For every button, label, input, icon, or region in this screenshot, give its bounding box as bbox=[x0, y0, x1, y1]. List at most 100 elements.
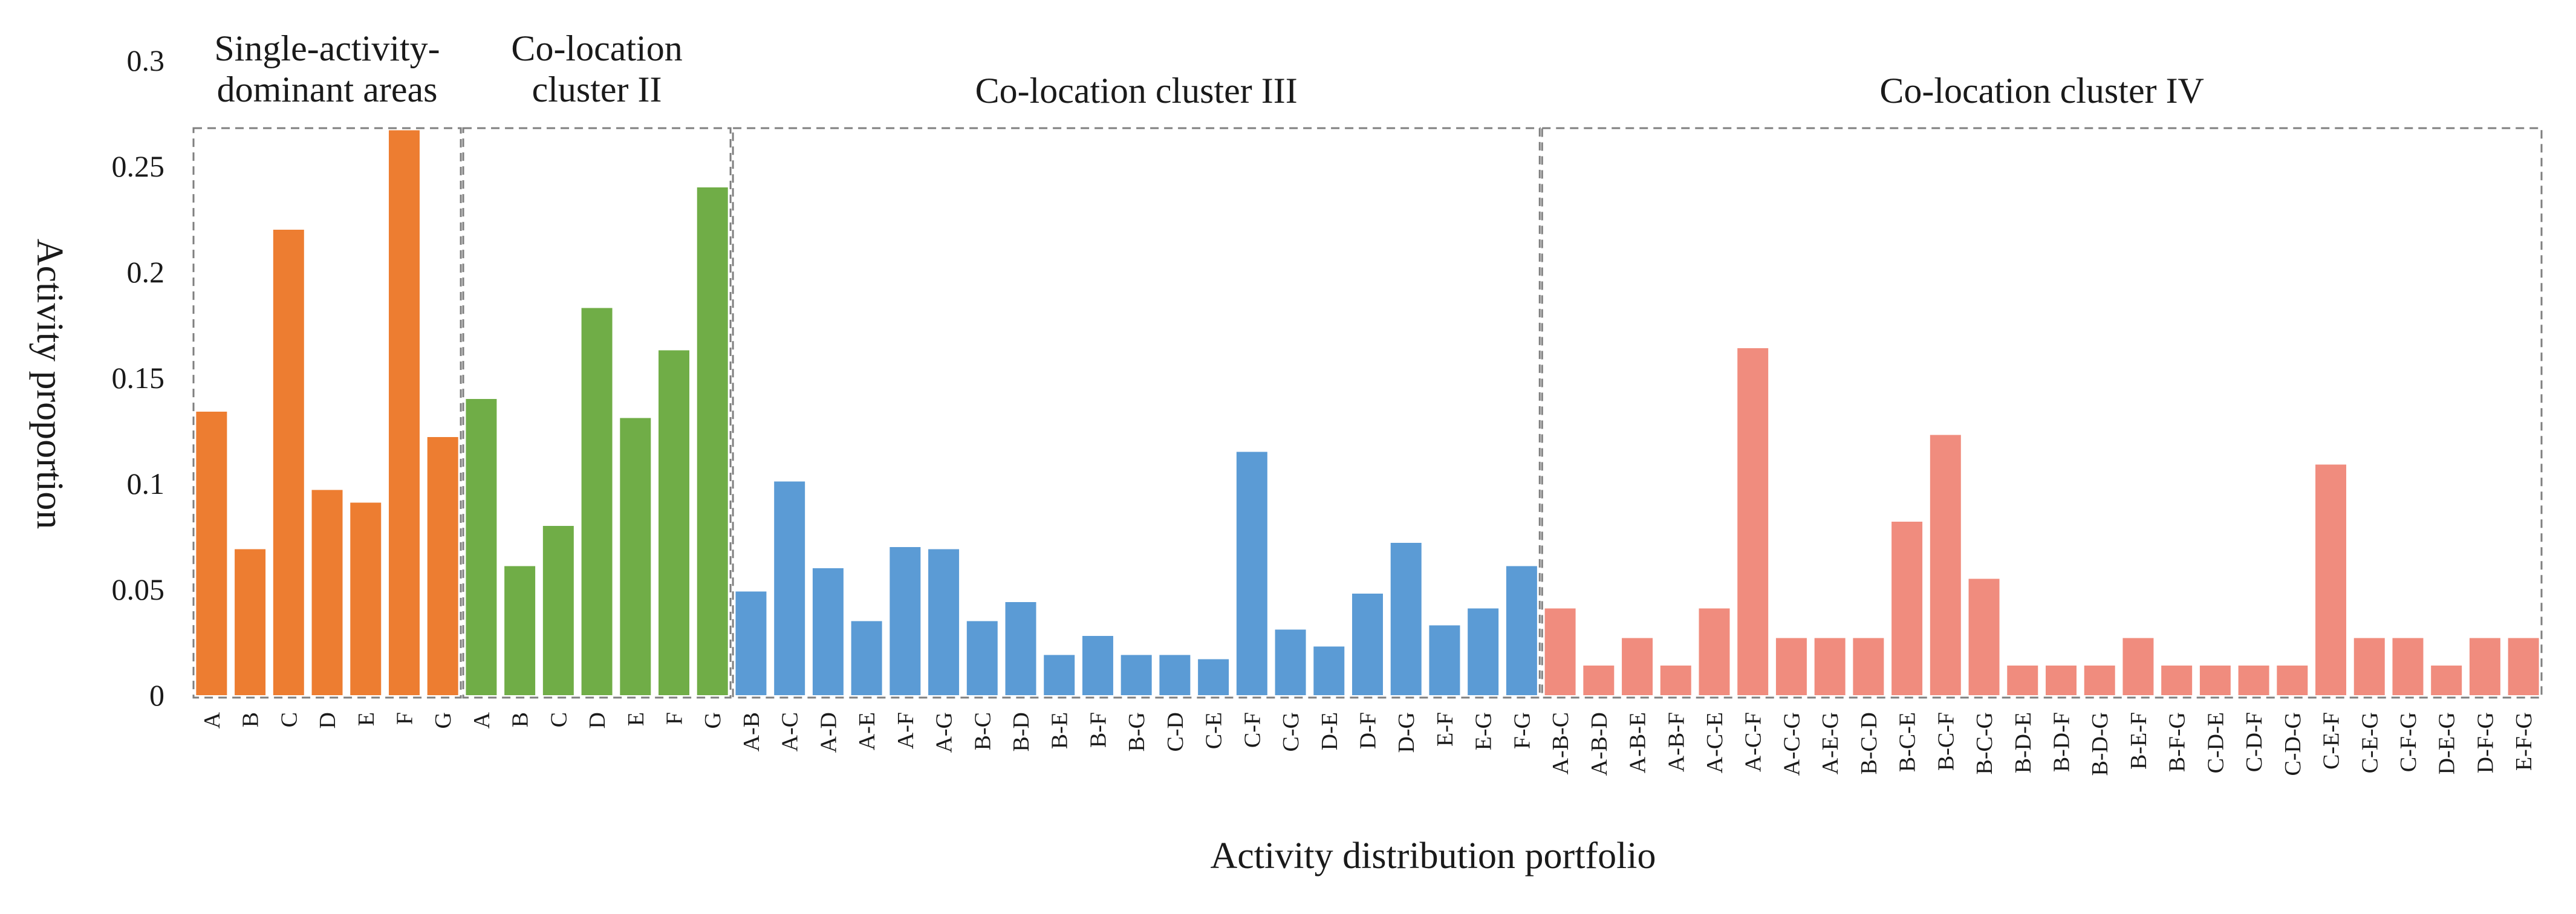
bar bbox=[2122, 638, 2154, 695]
x-tick-label: B-F-G bbox=[2165, 712, 2190, 772]
x-tick-label: C-F-G bbox=[2396, 712, 2421, 772]
x-tick-label: B-C bbox=[970, 712, 995, 750]
x-tick-label: G bbox=[431, 712, 456, 728]
x-tick-label: F bbox=[392, 712, 417, 725]
bar bbox=[1468, 608, 1499, 695]
x-tick-label: A-C bbox=[778, 712, 803, 751]
x-tick-label: A-G bbox=[932, 712, 957, 753]
bar bbox=[311, 490, 343, 695]
x-tick-label: A-E-G bbox=[1818, 712, 1843, 774]
x-tick-label: A bbox=[200, 711, 225, 728]
bar bbox=[1544, 608, 1576, 695]
bar bbox=[2199, 666, 2231, 695]
x-tick-label: A-E bbox=[854, 712, 880, 750]
x-tick-label: B-D-E bbox=[2011, 712, 2036, 773]
bar bbox=[1120, 655, 1152, 695]
bar bbox=[427, 437, 458, 695]
group-label: Single-activity- bbox=[214, 28, 440, 68]
x-tick-label: B-D-G bbox=[2087, 712, 2113, 776]
bar bbox=[2007, 666, 2038, 695]
x-tick-label: E-F bbox=[1433, 712, 1458, 747]
x-tick-label: C-E-G bbox=[2357, 712, 2382, 773]
bar bbox=[774, 481, 805, 695]
x-tick-label: C-F bbox=[1240, 712, 1265, 748]
y-tick-label: 0.15 bbox=[112, 361, 165, 395]
bar bbox=[273, 230, 304, 695]
bar bbox=[1891, 522, 1923, 695]
bar bbox=[388, 130, 420, 695]
bar bbox=[1775, 638, 1807, 695]
x-tick-label: A-F bbox=[893, 712, 919, 749]
bar bbox=[1159, 655, 1191, 695]
bar bbox=[1275, 629, 1306, 695]
x-tick-label: C-D bbox=[1163, 712, 1188, 751]
bar bbox=[1429, 625, 1460, 695]
bar bbox=[1853, 638, 1884, 695]
x-tick-label: B-D bbox=[1009, 712, 1034, 751]
bar bbox=[1044, 655, 1075, 695]
y-tick-label: 0.2 bbox=[127, 255, 165, 289]
bar bbox=[2431, 666, 2462, 695]
x-tick-label: B-D-F bbox=[2049, 712, 2074, 772]
x-tick-label: A-B bbox=[739, 712, 764, 751]
x-tick-label: D-E bbox=[1317, 712, 1342, 750]
bar bbox=[350, 502, 382, 695]
bar bbox=[928, 549, 960, 695]
group-boxes bbox=[192, 127, 2543, 699]
y-tick-label: 0 bbox=[149, 678, 164, 712]
x-tick-label: A-C-E bbox=[1702, 712, 1728, 773]
x-tick-label: A-C-F bbox=[1741, 712, 1766, 772]
bar bbox=[2508, 638, 2539, 695]
x-tick-label: D-F bbox=[1356, 712, 1381, 749]
bar bbox=[1583, 666, 1615, 695]
bar bbox=[196, 412, 227, 695]
x-axis-ticks: A B C D E F G A B C D E F G A-B A-C A-D A-E A-F A-G B-C B-D B-… bbox=[200, 711, 2537, 776]
y-axis-title: Activity proportion bbox=[29, 239, 70, 529]
x-tick-label: E-G bbox=[1471, 712, 1497, 750]
x-tick-label: A-C-G bbox=[1779, 712, 1804, 776]
x-tick-label: E bbox=[354, 712, 379, 726]
x-tick-label: C-G bbox=[1278, 712, 1304, 751]
bar bbox=[1660, 666, 1691, 695]
x-tick-label: C-D-F bbox=[2242, 712, 2267, 772]
x-tick-label: B bbox=[508, 712, 533, 727]
x-tick-label: A-B-C bbox=[1548, 712, 1573, 774]
bar bbox=[890, 547, 921, 695]
y-axis-ticks: 0 0.05 0.1 0.15 0.2 0.25 0.3 bbox=[112, 44, 165, 712]
x-tick-label: B-F bbox=[1085, 712, 1111, 748]
bar bbox=[1352, 594, 1383, 695]
bar bbox=[1737, 348, 1769, 695]
x-tick-label: C bbox=[276, 712, 302, 727]
bar bbox=[504, 566, 536, 695]
group-label: cluster II bbox=[532, 70, 662, 109]
bar bbox=[1968, 579, 2000, 695]
y-tick-label: 0.3 bbox=[127, 44, 165, 77]
bar bbox=[1814, 638, 1846, 695]
bar bbox=[2315, 464, 2347, 695]
bar bbox=[1930, 435, 1961, 695]
bar bbox=[735, 591, 767, 695]
bar bbox=[620, 418, 651, 695]
x-tick-label: D-F-G bbox=[2473, 712, 2498, 773]
x-tick-label: B-G bbox=[1124, 712, 1150, 751]
x-tick-label: D bbox=[585, 712, 610, 728]
bar bbox=[1198, 659, 1229, 695]
y-tick-label: 0.25 bbox=[112, 149, 165, 183]
bars bbox=[196, 130, 2539, 695]
x-tick-label: B-E bbox=[1047, 712, 1073, 749]
group-label: Co-location cluster IV bbox=[1879, 71, 2204, 111]
bar bbox=[966, 621, 998, 695]
x-tick-label: F-G bbox=[1509, 712, 1535, 749]
x-tick-label: A-B-E bbox=[1625, 712, 1651, 773]
x-tick-label: D bbox=[315, 712, 340, 728]
x-tick-label: B-C-D bbox=[1856, 712, 1882, 774]
x-tick-label: B-C-G bbox=[1972, 712, 1997, 774]
bar bbox=[1622, 638, 1653, 695]
x-tick-label: D-G bbox=[1394, 712, 1419, 753]
bar bbox=[2353, 638, 2385, 695]
x-tick-label: C-D-G bbox=[2280, 712, 2306, 776]
bar bbox=[1506, 566, 1537, 695]
x-tick-label: A bbox=[469, 711, 495, 728]
